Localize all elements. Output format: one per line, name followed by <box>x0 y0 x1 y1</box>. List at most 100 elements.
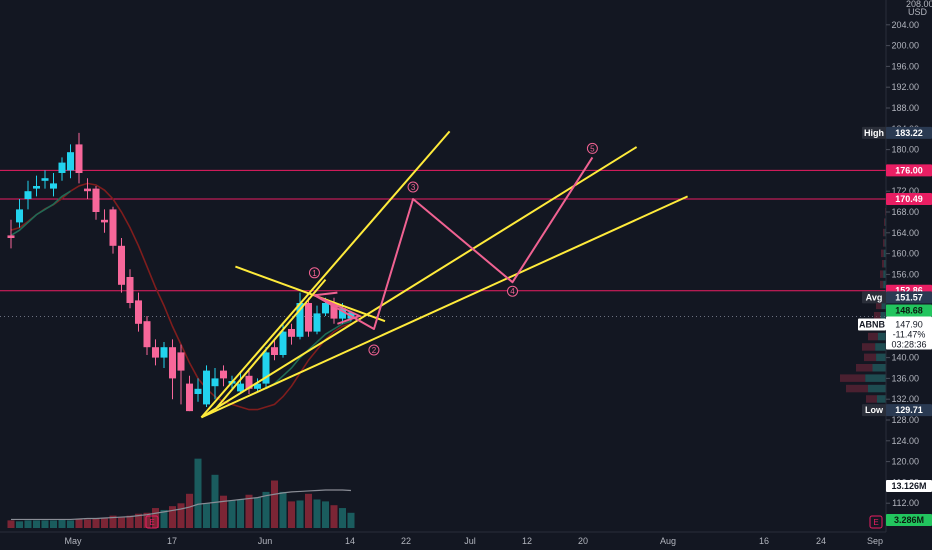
profile-bar <box>875 343 886 351</box>
price-axis-label: 124.00 <box>891 436 919 446</box>
volume-bar <box>118 517 125 528</box>
profile-bar <box>880 270 884 278</box>
volume-tag-box <box>886 514 932 526</box>
price-axis-label: 132.00 <box>891 394 919 404</box>
price-axis-label: 180.00 <box>891 145 919 155</box>
profile-bar <box>840 374 866 382</box>
avg-tag-box <box>886 291 932 304</box>
profile-bar <box>868 384 886 393</box>
candle-body <box>50 183 57 189</box>
volume-bar <box>109 515 117 528</box>
candle-body <box>262 352 270 384</box>
level-tag-box <box>886 164 932 177</box>
volume-bar <box>7 520 15 528</box>
volume-bar <box>33 520 40 528</box>
candle-body <box>24 191 32 199</box>
volume-bar <box>322 501 329 528</box>
price-axis-label: 164.00 <box>891 228 919 238</box>
time-axis-label: 17 <box>167 536 177 546</box>
price-axis-label: 192.00 <box>891 82 919 92</box>
profile-bar <box>876 353 886 362</box>
earnings-marker[interactable] <box>869 515 883 529</box>
price-axis-label: 168.00 <box>891 207 919 217</box>
profile-bar <box>883 228 885 237</box>
trendline[interactable] <box>200 195 689 419</box>
profile-bar <box>872 364 886 372</box>
time-axis-label: 16 <box>759 536 769 546</box>
candle-body <box>33 186 40 189</box>
profile-bar <box>883 249 886 258</box>
current-price-change: -11.47% <box>893 330 926 340</box>
candle-body <box>305 303 312 332</box>
profile-bar <box>868 332 878 341</box>
profile-bar <box>881 301 886 310</box>
candle-body <box>288 329 295 337</box>
profile-bar <box>884 228 886 237</box>
price-axis-label: 120.00 <box>891 457 919 467</box>
candle-body <box>75 144 83 173</box>
profile-bar <box>883 270 886 278</box>
volume-bar <box>313 499 321 528</box>
time-axis-label: May <box>64 536 82 546</box>
high-tag-label-box <box>862 126 886 139</box>
volume-bar <box>339 508 346 528</box>
volume-bar <box>16 521 23 528</box>
wave-label-circle <box>507 285 518 297</box>
time-axis-label: 20 <box>578 536 588 546</box>
volume-ma-tag-box <box>886 480 932 492</box>
price-axis-label: 136.00 <box>891 373 919 383</box>
trendline[interactable] <box>214 278 327 411</box>
drawings[interactable]: 1 2 3 4 5 <box>200 130 689 419</box>
low-tag-box <box>886 404 932 417</box>
candle-body <box>271 347 278 355</box>
profile-bar <box>856 364 873 372</box>
wave-label-circle <box>368 344 380 356</box>
time-axis[interactable]: May 17 Jun 14 22 Jul 12 20 Aug 16 24 Sep <box>64 536 883 546</box>
time-axis-label: 12 <box>522 536 532 546</box>
profile-bar <box>884 218 886 226</box>
time-axis-label: Jun <box>258 536 273 546</box>
wave-label-circle <box>586 142 598 154</box>
volume-bar <box>101 518 108 528</box>
time-axis-label: 14 <box>345 536 355 546</box>
profile-bar <box>881 249 884 258</box>
time-axis-label: Jul <box>464 536 476 546</box>
price-axis-label: 172.00 <box>891 186 919 196</box>
candle-body <box>279 331 287 355</box>
elliott-wave-path[interactable] <box>313 156 594 330</box>
candle-body <box>58 162 66 173</box>
high-tag-label: High <box>864 128 884 138</box>
currency-label: USD <box>908 7 928 17</box>
time-axis-label: 22 <box>401 536 411 546</box>
price-axis-label: 188.00 <box>891 103 919 113</box>
candle-body <box>220 370 227 379</box>
wave-triangle[interactable] <box>314 294 363 325</box>
candle-body <box>101 219 108 223</box>
time-axis-label: Aug <box>660 536 676 546</box>
trendline[interactable] <box>200 146 638 419</box>
trendline[interactable] <box>200 130 451 419</box>
price-axis-label: 160.00 <box>891 249 919 259</box>
volume-tag-value: 3.286M <box>894 515 924 525</box>
earnings-marker[interactable] <box>145 515 159 529</box>
volume-bar <box>296 500 304 528</box>
profile-bar <box>865 374 886 382</box>
earnings-marker-letter: E <box>873 518 878 527</box>
price-tags: High 183.22 176.00 170.49 152.86 Avg 151.57 148… <box>145 126 932 529</box>
last-price-tag-value: 148.68 <box>895 305 923 315</box>
volume-bar <box>305 493 312 528</box>
trendline[interactable] <box>235 265 386 323</box>
volume-bar <box>186 493 193 528</box>
volume-bar <box>58 519 66 528</box>
wave-label-circle <box>308 267 320 279</box>
wave-label: 1 <box>312 269 317 278</box>
wave-label: 4 <box>510 287 515 296</box>
volume-ma-line <box>11 489 352 521</box>
candle-body <box>169 347 176 379</box>
volume-bar <box>271 480 278 528</box>
avg-tag-label-box <box>862 291 886 304</box>
volume-bar <box>160 509 168 528</box>
profile-bar <box>862 343 876 351</box>
